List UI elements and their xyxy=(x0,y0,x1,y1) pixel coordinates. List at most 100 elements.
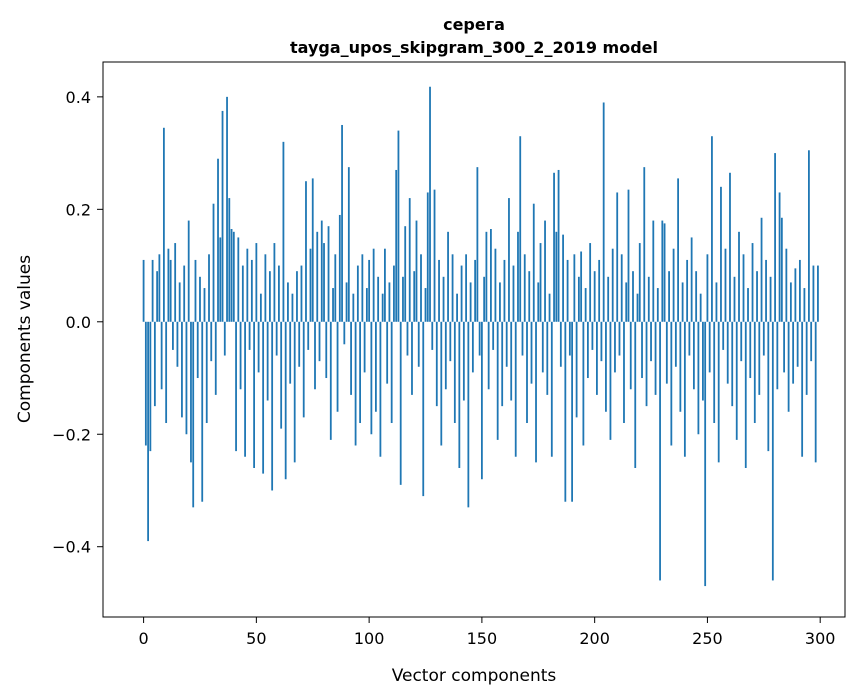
bar xyxy=(471,321,474,373)
bar xyxy=(584,288,587,322)
bar xyxy=(679,321,682,412)
bar xyxy=(356,265,359,322)
bar xyxy=(686,259,689,322)
bar xyxy=(623,321,625,424)
bar xyxy=(643,167,646,322)
bar xyxy=(681,282,684,322)
bar xyxy=(424,288,427,322)
bar xyxy=(289,321,292,384)
bar xyxy=(663,223,666,322)
bar xyxy=(740,321,743,362)
bar xyxy=(600,321,603,362)
bar xyxy=(451,254,454,322)
bar xyxy=(253,321,255,468)
bar xyxy=(300,265,303,322)
bar xyxy=(485,231,488,322)
bar xyxy=(785,248,788,322)
bar xyxy=(638,243,641,322)
bar xyxy=(293,321,296,463)
bar xyxy=(523,254,526,322)
bar xyxy=(406,321,409,356)
x-tick-label: 300 xyxy=(805,629,836,648)
bar xyxy=(341,124,343,322)
bar xyxy=(480,321,483,480)
bar xyxy=(747,288,749,322)
bar xyxy=(627,189,630,322)
bar xyxy=(541,321,544,373)
bar xyxy=(568,321,571,356)
bar xyxy=(194,259,197,322)
bar xyxy=(176,321,179,367)
bar xyxy=(420,254,422,322)
bar xyxy=(212,203,215,322)
bar xyxy=(334,254,337,322)
bar xyxy=(147,321,149,542)
bar xyxy=(156,271,159,322)
bar xyxy=(618,321,621,356)
bar xyxy=(447,231,449,322)
bar xyxy=(435,321,438,407)
bar xyxy=(783,321,785,373)
bar xyxy=(593,271,596,322)
bar xyxy=(555,231,558,322)
bar xyxy=(749,321,752,379)
bar xyxy=(798,259,801,322)
bar xyxy=(469,282,472,322)
bar xyxy=(178,282,181,322)
bar xyxy=(237,237,240,322)
bar xyxy=(535,321,537,463)
x-tick-label: 0 xyxy=(139,629,149,648)
bar xyxy=(160,321,163,390)
bar xyxy=(789,282,792,322)
bar xyxy=(284,321,287,480)
bar xyxy=(559,321,562,367)
bar xyxy=(645,321,648,407)
bar xyxy=(722,321,725,350)
bar xyxy=(429,86,431,322)
bar xyxy=(490,229,492,322)
bar xyxy=(519,136,522,322)
bar xyxy=(611,248,614,322)
bar xyxy=(704,321,707,587)
bar xyxy=(142,259,145,322)
bar xyxy=(596,321,598,395)
bar xyxy=(683,321,686,457)
bar xyxy=(620,254,623,322)
bar xyxy=(257,321,260,373)
bar xyxy=(223,321,226,356)
bar xyxy=(654,321,657,395)
bar xyxy=(320,220,323,322)
bar xyxy=(228,198,231,322)
bar xyxy=(162,127,165,322)
bar xyxy=(386,321,389,384)
bar xyxy=(724,248,727,322)
bar xyxy=(661,220,664,322)
bar xyxy=(605,321,607,412)
bar xyxy=(494,248,497,322)
x-tick-label: 200 xyxy=(579,629,610,648)
bar xyxy=(325,321,328,379)
bar xyxy=(217,158,219,322)
bar xyxy=(316,231,319,322)
bar xyxy=(307,321,310,350)
bar xyxy=(706,254,709,322)
bar xyxy=(350,321,352,395)
x-tick-label: 150 xyxy=(467,629,498,648)
bar xyxy=(808,150,810,322)
bar xyxy=(512,265,515,322)
bar xyxy=(812,265,815,322)
bar xyxy=(458,321,461,468)
bar xyxy=(402,276,404,322)
bar xyxy=(670,321,673,446)
bar xyxy=(278,265,280,322)
bar xyxy=(374,321,377,412)
bar xyxy=(370,321,373,435)
bar xyxy=(564,321,567,502)
bar xyxy=(395,169,398,322)
axes-frame xyxy=(102,61,846,618)
bar xyxy=(449,321,452,362)
bar xyxy=(187,220,190,322)
bar xyxy=(801,321,804,457)
bar xyxy=(690,237,693,322)
